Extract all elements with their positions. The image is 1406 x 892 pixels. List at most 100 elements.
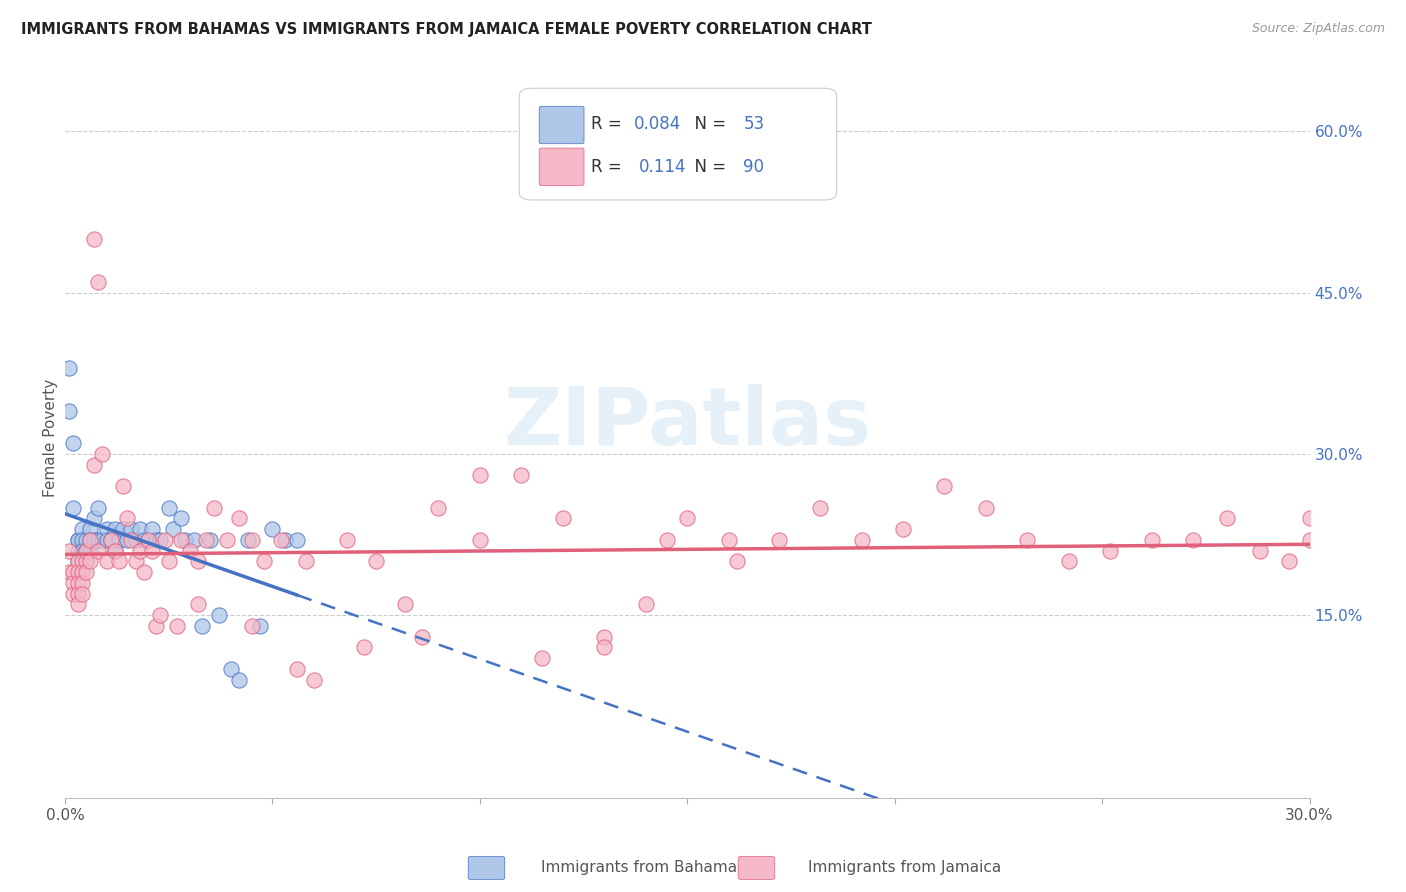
Text: 0.084: 0.084 [634, 115, 681, 133]
Point [58, 404, 80, 418]
Point [66, 576, 89, 591]
Point [75, 543, 97, 558]
Point [58, 360, 80, 375]
FancyBboxPatch shape [540, 148, 583, 186]
Point [141, 543, 163, 558]
Point [79, 533, 101, 547]
Point [66, 554, 89, 568]
Point [302, 673, 325, 687]
Text: IMMIGRANTS FROM BAHAMAS VS IMMIGRANTS FROM JAMAICA FEMALE POVERTY CORRELATION CH: IMMIGRANTS FROM BAHAMAS VS IMMIGRANTS FR… [21, 22, 872, 37]
Point [551, 511, 574, 525]
Point [531, 651, 554, 665]
Point [132, 565, 155, 579]
Point [1215, 511, 1237, 525]
Point [141, 522, 163, 536]
Point [510, 468, 533, 483]
Point [120, 522, 142, 536]
Point [70, 533, 93, 547]
Point [83, 533, 105, 547]
Point [62, 565, 84, 579]
Point [79, 522, 101, 536]
Point [75, 554, 97, 568]
Point [124, 533, 146, 547]
Point [108, 554, 131, 568]
Point [262, 522, 284, 536]
Point [215, 533, 238, 547]
Point [285, 533, 308, 547]
Point [174, 533, 197, 547]
Point [768, 533, 790, 547]
Point [149, 608, 172, 623]
Point [83, 511, 105, 525]
Point [149, 533, 172, 547]
Point [195, 533, 218, 547]
Point [75, 543, 97, 558]
Point [66, 543, 89, 558]
Point [240, 533, 263, 547]
Point [1298, 533, 1320, 547]
Text: R =: R = [592, 115, 627, 133]
Point [183, 533, 205, 547]
Point [66, 533, 89, 547]
Point [108, 533, 131, 547]
Point [191, 619, 214, 633]
Point [236, 533, 259, 547]
Point [202, 500, 225, 515]
Point [676, 511, 699, 525]
Point [75, 554, 97, 568]
Point [62, 587, 84, 601]
Point [1140, 533, 1163, 547]
Point [394, 598, 416, 612]
Point [427, 500, 450, 515]
Point [294, 554, 316, 568]
Point [112, 522, 135, 536]
Point [240, 619, 263, 633]
Point [66, 554, 89, 568]
Point [725, 554, 748, 568]
Text: Source: ZipAtlas.com: Source: ZipAtlas.com [1251, 22, 1385, 36]
Point [1249, 543, 1271, 558]
Point [336, 533, 359, 547]
Point [717, 533, 740, 547]
Point [593, 640, 616, 655]
Point [655, 533, 678, 547]
Point [87, 500, 110, 515]
Point [934, 479, 956, 493]
Point [66, 587, 89, 601]
Point [808, 500, 831, 515]
Point [891, 522, 914, 536]
Point [157, 554, 180, 568]
Point [124, 554, 146, 568]
Point [353, 640, 375, 655]
Point [153, 533, 176, 547]
Point [187, 598, 209, 612]
Point [79, 543, 101, 558]
Point [274, 533, 297, 547]
Point [70, 522, 93, 536]
Point [104, 543, 127, 558]
Point [366, 554, 388, 568]
Point [851, 533, 873, 547]
Point [87, 275, 110, 289]
Point [1017, 533, 1039, 547]
Point [70, 576, 93, 591]
Point [75, 565, 97, 579]
FancyBboxPatch shape [540, 106, 583, 144]
Point [87, 543, 110, 558]
Point [62, 436, 84, 450]
Point [468, 468, 491, 483]
Point [411, 630, 433, 644]
Point [66, 533, 89, 547]
Point [228, 673, 250, 687]
Point [104, 522, 127, 536]
Point [87, 533, 110, 547]
Point [136, 533, 159, 547]
Point [66, 598, 89, 612]
Point [58, 543, 80, 558]
Point [1298, 511, 1320, 525]
Point [200, 533, 222, 547]
Point [70, 587, 93, 601]
Text: Immigrants from Jamaica: Immigrants from Jamaica [808, 860, 1001, 874]
Point [145, 533, 167, 547]
Point [75, 533, 97, 547]
